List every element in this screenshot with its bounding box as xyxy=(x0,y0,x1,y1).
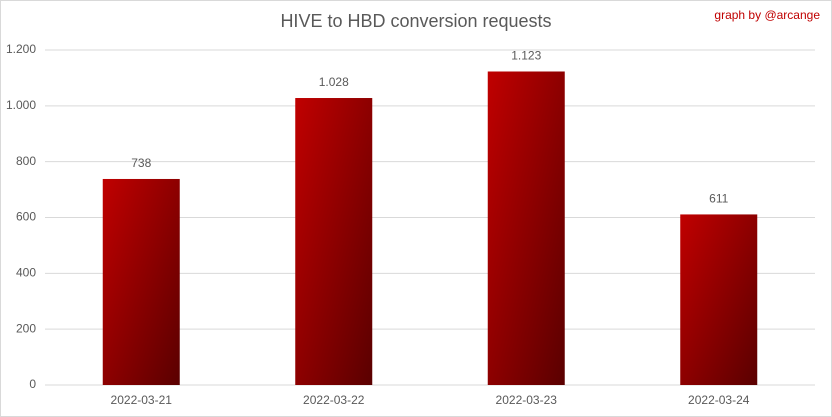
data-label: 611 xyxy=(709,192,728,206)
bar xyxy=(680,214,758,385)
bar xyxy=(295,98,373,386)
x-tick-label: 2022-03-21 xyxy=(111,393,173,407)
y-tick-label: 1.200 xyxy=(6,42,36,56)
y-tick-label: 800 xyxy=(16,154,36,168)
y-tick-label: 400 xyxy=(16,266,36,280)
y-tick-label: 0 xyxy=(29,377,36,391)
data-label: 1.028 xyxy=(319,75,349,89)
data-label: 738 xyxy=(131,156,151,170)
x-tick-label: 2022-03-23 xyxy=(496,393,558,407)
y-tick-label: 600 xyxy=(16,210,36,224)
bar xyxy=(487,71,565,385)
y-tick-label: 1.000 xyxy=(6,98,36,112)
chart-title: HIVE to HBD conversion requests xyxy=(280,11,551,31)
x-tick-label: 2022-03-24 xyxy=(688,393,750,407)
data-label: 1.123 xyxy=(511,49,541,63)
x-tick-label: 2022-03-22 xyxy=(303,393,365,407)
bar xyxy=(102,178,180,385)
annotation: graph by @arcange xyxy=(714,8,820,22)
y-tick-label: 200 xyxy=(16,321,36,335)
